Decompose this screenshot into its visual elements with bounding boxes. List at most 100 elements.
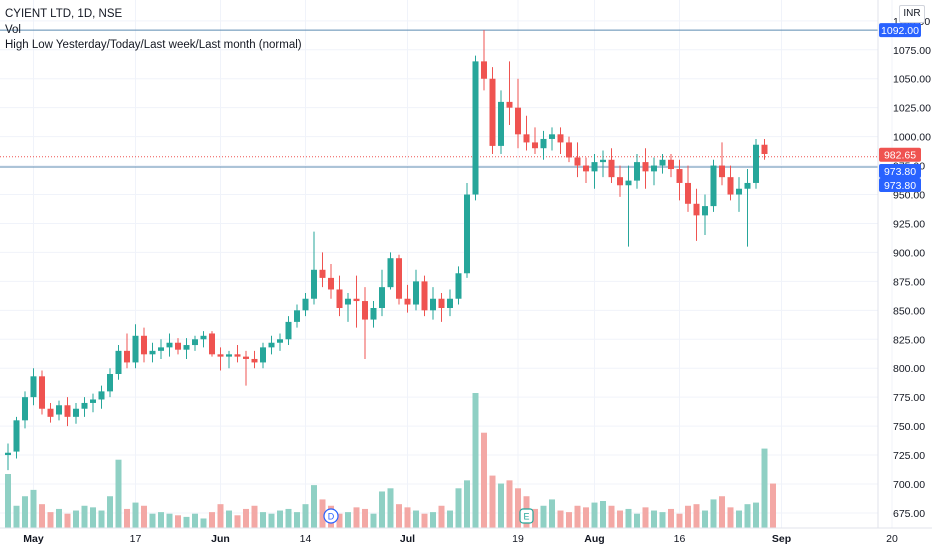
- high-low-lines: [0, 29, 878, 168]
- candle-body: [591, 162, 598, 172]
- candle-body: [498, 101, 504, 146]
- time-tick-label: 17: [130, 533, 142, 545]
- time-tick-label: Jun: [211, 533, 230, 545]
- candle-body: [56, 405, 62, 415]
- volume-bar: [362, 508, 368, 528]
- volume-bar: [608, 505, 615, 528]
- volume-bar: [481, 432, 487, 528]
- candle-body: [634, 162, 640, 181]
- time-tick-label: Aug: [584, 533, 604, 545]
- candle-body: [124, 350, 130, 363]
- candle-body: [404, 298, 411, 305]
- volume-bar: [353, 507, 360, 528]
- volume-bar: [676, 513, 683, 528]
- volume-bar: [183, 516, 190, 528]
- candle-body: [200, 335, 207, 340]
- candle-body: [464, 194, 470, 274]
- candle-body: [651, 165, 657, 172]
- volume-bar: [217, 504, 224, 528]
- candle-body: [396, 258, 402, 299]
- candle-body: [39, 376, 45, 409]
- low-price-tag-1-text: 973.80: [884, 166, 916, 178]
- candle-body: [243, 356, 249, 359]
- volume-bar: [659, 512, 666, 528]
- price-tick-label: 900.00: [893, 247, 925, 259]
- candle-body: [481, 61, 487, 79]
- volume-bar: [617, 510, 623, 528]
- volume-bar: [744, 504, 751, 528]
- candle-body: [141, 335, 147, 355]
- candle-body: [47, 408, 54, 417]
- candle-body: [277, 339, 283, 343]
- candle-body: [132, 335, 139, 363]
- currency-button[interactable]: INR: [899, 5, 925, 23]
- price-tick-label: 850.00: [893, 305, 925, 317]
- candle-body: [209, 333, 215, 355]
- volume-bar: [489, 475, 496, 528]
- volume-bar: [710, 499, 717, 528]
- candle-body: [98, 391, 105, 400]
- volume-bar: [761, 448, 768, 528]
- price-axis[interactable]: 675.00 700.00 725.00 750.00 775.00 800.00 825.…: [893, 16, 931, 520]
- candle-body: [353, 298, 360, 302]
- time-axis[interactable]: May17Jun14Jul19Aug16Sep20Oct: [23, 533, 932, 545]
- volume-bar: [753, 502, 759, 528]
- volume-bar: [64, 513, 71, 528]
- candle-body: [421, 281, 428, 311]
- high-price-tag-bg: [879, 23, 921, 38]
- dividend-marker[interactable]: D: [323, 508, 339, 524]
- volume-bar: [396, 504, 402, 528]
- price-tick-label: 825.00: [893, 334, 925, 346]
- earnings-marker-label: E: [523, 512, 529, 522]
- volume-bar: [583, 507, 589, 528]
- candle-body: [600, 159, 606, 163]
- volume-bar: [549, 499, 555, 528]
- time-tick-label: 14: [300, 533, 312, 545]
- candle-body: [251, 358, 258, 363]
- volume-bar: [387, 488, 394, 528]
- volume-bar: [727, 507, 734, 528]
- price-tick-label: 750.00: [893, 421, 925, 433]
- time-tick-label: Sep: [772, 533, 791, 545]
- candle-body: [710, 165, 717, 207]
- candle-body: [336, 289, 343, 308]
- volume-bar: [634, 513, 640, 528]
- candle-body: [608, 159, 615, 178]
- candle-body: [115, 350, 122, 374]
- price-tick-label: 925.00: [893, 218, 925, 230]
- candle-body: [430, 298, 436, 311]
- volume-legend[interactable]: Vol: [5, 23, 21, 36]
- candle-body: [302, 298, 309, 311]
- volume-bar: [234, 515, 241, 528]
- candle-body: [659, 159, 666, 166]
- candle-body: [183, 345, 190, 350]
- candle-body: [226, 354, 232, 357]
- volume-bar: [472, 393, 479, 528]
- candle-body: [574, 157, 581, 166]
- low-price-tag-1-bg: [879, 163, 921, 178]
- candle-body: [5, 452, 11, 456]
- volume-bar: [600, 501, 606, 528]
- volume-bar: [81, 505, 88, 528]
- price-tick-label: 675.00: [893, 508, 925, 520]
- volume-bar: [98, 510, 105, 528]
- volume-bar: [693, 504, 700, 528]
- volume-bar: [175, 515, 181, 528]
- dividend-marker-circle: [323, 508, 339, 524]
- candle-body: [64, 405, 71, 417]
- symbol-title[interactable]: CYIENT LTD, 1D, NSE: [5, 8, 123, 20]
- indicator-legend[interactable]: High Low Yesterday/Today/Last week/Last …: [5, 39, 302, 51]
- candle-body: [166, 342, 173, 348]
- volume-bar: [141, 505, 147, 528]
- volume-bar: [149, 513, 156, 528]
- candle-body: [523, 134, 530, 143]
- last-price-tag-text: 982.65: [884, 150, 916, 162]
- candle-body: [345, 298, 351, 305]
- price-tick-label: 875.00: [893, 276, 925, 288]
- volume-bar: [47, 512, 54, 528]
- volume-bar: [115, 459, 122, 528]
- candle-body: [81, 402, 88, 409]
- earnings-marker[interactable]: E: [519, 508, 534, 524]
